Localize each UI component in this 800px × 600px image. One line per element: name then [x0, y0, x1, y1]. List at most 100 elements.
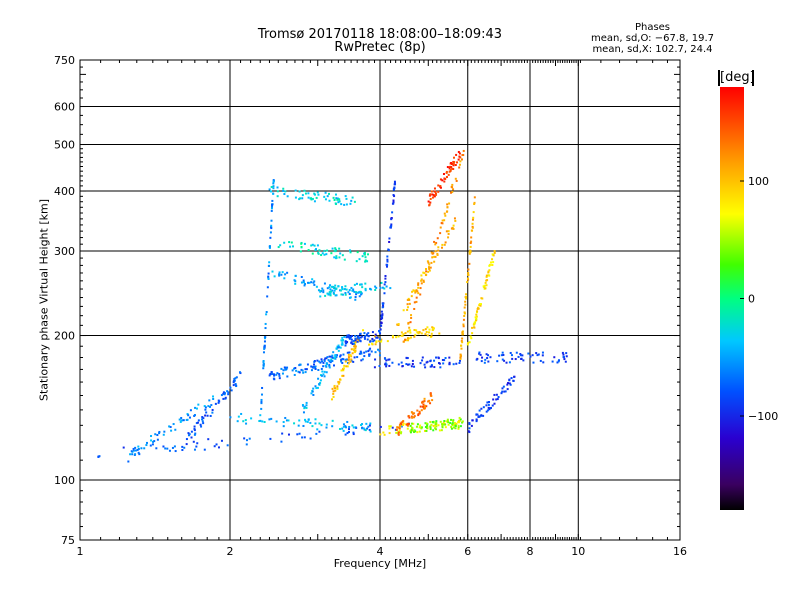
x-tick-label: 8 — [527, 545, 534, 558]
echo-point — [350, 338, 353, 341]
echo-point — [271, 199, 274, 202]
echo-point — [360, 292, 363, 295]
echo-point — [158, 432, 161, 435]
echo-point — [408, 337, 411, 340]
echo-point — [478, 303, 481, 306]
echo-point — [542, 361, 545, 364]
echo-point — [351, 343, 354, 346]
echo-point — [307, 281, 310, 284]
echo-point — [509, 383, 512, 386]
echo-point — [272, 187, 275, 190]
echo-point — [383, 433, 386, 436]
echo-point — [259, 414, 262, 417]
phase-heading: Phases — [634, 22, 671, 33]
echo-point — [344, 292, 347, 295]
echo-point — [325, 357, 328, 360]
echo-point — [346, 341, 349, 344]
echo-point — [471, 218, 474, 221]
echo-point — [267, 272, 270, 275]
echo-point — [415, 425, 418, 428]
echo-point — [338, 346, 341, 349]
echo-point — [384, 357, 387, 360]
echo-point — [406, 303, 409, 306]
echo-point — [322, 289, 325, 292]
echo-point — [330, 358, 333, 361]
echo-point — [354, 345, 357, 348]
echo-point — [335, 203, 338, 206]
echo-point — [348, 425, 351, 428]
echo-point — [413, 335, 416, 338]
echo-point — [270, 224, 273, 227]
echo-point — [331, 360, 334, 363]
echo-point — [498, 354, 501, 357]
echo-point — [447, 230, 450, 233]
echo-point — [303, 436, 306, 439]
echo-point — [437, 246, 440, 249]
echo-point — [428, 203, 431, 206]
echo-point — [412, 422, 415, 425]
echo-point — [314, 418, 317, 421]
echo-point — [266, 286, 269, 289]
echo-point — [355, 260, 358, 263]
echo-point — [382, 303, 385, 306]
echo-point — [439, 366, 442, 369]
echo-point — [455, 153, 458, 156]
echo-point — [486, 401, 489, 404]
echo-point — [202, 422, 205, 425]
echo-point — [481, 356, 484, 359]
echo-point — [271, 372, 274, 375]
echo-point — [420, 274, 423, 277]
echo-point — [484, 281, 487, 284]
echo-point — [419, 424, 422, 427]
echo-point — [332, 364, 335, 367]
echo-point — [368, 428, 371, 431]
echo-point — [473, 196, 476, 199]
echo-point — [446, 419, 449, 422]
echo-point — [462, 325, 465, 328]
echo-point — [183, 446, 186, 449]
echo-point — [388, 427, 391, 430]
echo-point — [273, 374, 276, 377]
echo-point — [441, 423, 444, 426]
echo-point — [471, 326, 474, 329]
echo-point — [463, 312, 466, 315]
echo-point — [201, 418, 204, 421]
echo-point — [531, 354, 534, 357]
echo-point — [417, 332, 420, 335]
echo-point — [461, 337, 464, 340]
echo-point — [322, 361, 325, 364]
echo-point — [206, 414, 209, 417]
echo-point — [421, 401, 424, 404]
echo-point — [398, 427, 401, 430]
echo-point — [501, 390, 504, 393]
echo-point — [413, 365, 416, 368]
echo-point — [426, 334, 429, 337]
echo-point — [337, 380, 340, 383]
echo-point — [397, 432, 400, 435]
echo-point — [418, 426, 421, 429]
echo-point — [360, 359, 363, 362]
echo-point — [395, 336, 398, 339]
echo-point — [210, 404, 213, 407]
echo-point — [333, 357, 336, 360]
echo-point — [419, 362, 422, 365]
echo-point — [153, 440, 156, 443]
echo-point — [384, 277, 387, 280]
echo-point — [215, 443, 218, 446]
echo-point — [267, 276, 270, 279]
echo-point — [367, 350, 370, 353]
echo-point — [392, 188, 395, 191]
echo-point — [208, 399, 211, 402]
echo-point — [294, 196, 297, 199]
echo-point — [332, 390, 335, 393]
echo-point — [270, 417, 273, 420]
echo-point — [324, 357, 327, 360]
echo-point — [431, 256, 434, 259]
echo-point — [169, 426, 172, 429]
echo-point — [281, 271, 284, 274]
echo-point — [134, 446, 137, 449]
echo-point — [344, 425, 347, 428]
echo-point — [409, 321, 412, 324]
echo-point — [443, 219, 446, 222]
echo-point — [434, 422, 437, 425]
